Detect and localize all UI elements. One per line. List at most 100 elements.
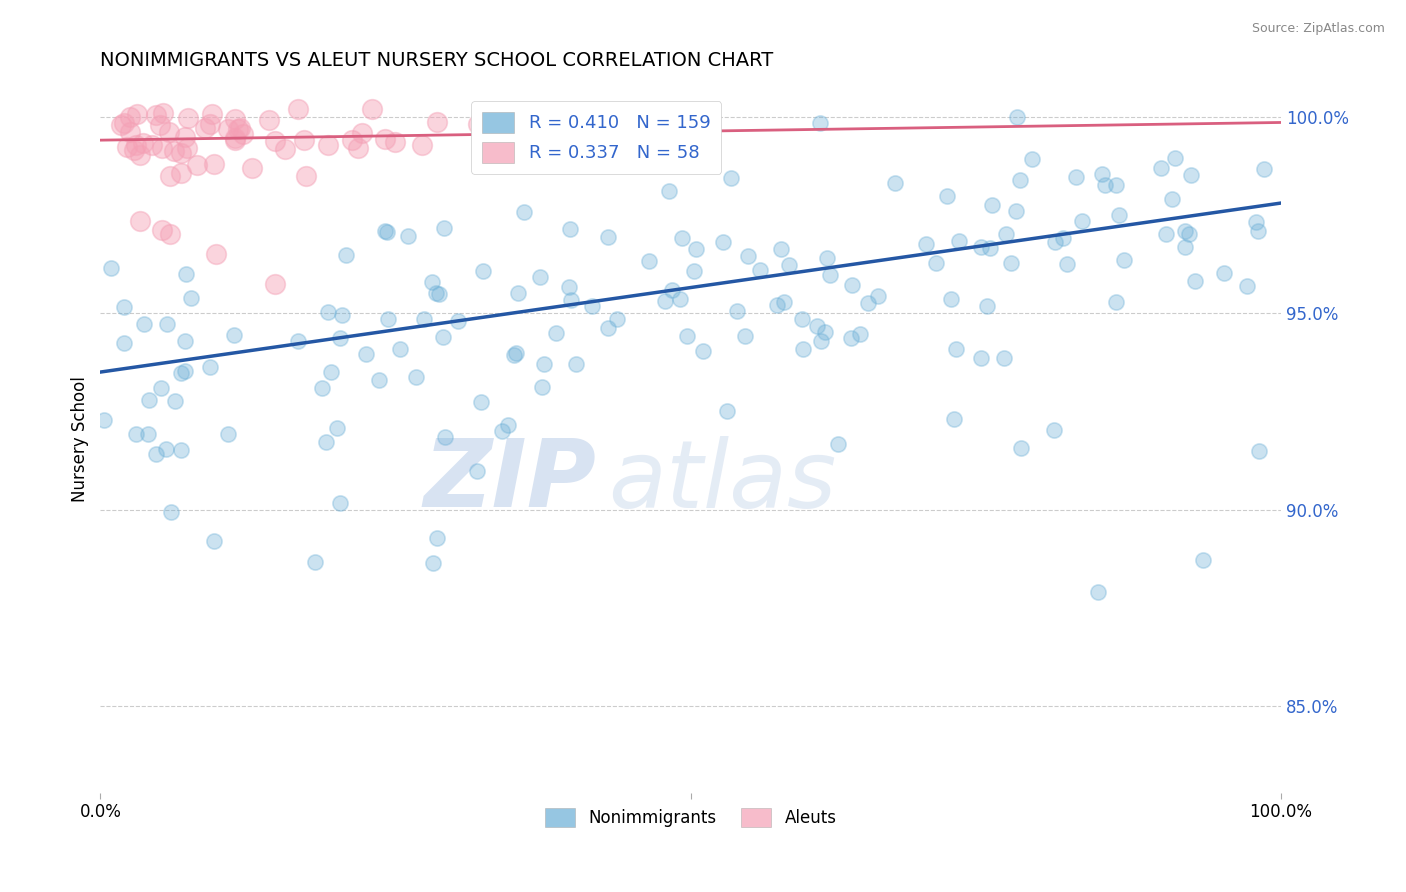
Point (173, 334, 195, 348)
Point (737, 249, 759, 263)
Point (319, 365, 342, 379)
Point (122, 143, 145, 157)
Point (1246, 215, 1268, 229)
Point (110, 118, 132, 132)
Point (839, 331, 862, 345)
Point (1112, 252, 1135, 267)
Point (769, 243, 792, 257)
Point (374, 224, 396, 238)
Point (228, 121, 250, 136)
Point (658, 184, 681, 198)
Point (512, 205, 534, 219)
Point (1108, 208, 1130, 222)
Point (970, 240, 993, 254)
Point (311, 381, 333, 395)
Point (375, 225, 398, 239)
Point (856, 296, 879, 310)
Point (384, 135, 406, 149)
Point (778, 258, 800, 272)
Point (1180, 168, 1202, 182)
Point (388, 342, 411, 356)
Point (427, 286, 450, 301)
Point (141, 137, 163, 152)
Point (692, 344, 714, 359)
Point (361, 102, 384, 116)
Point (491, 424, 513, 438)
Point (367, 373, 389, 387)
Point (820, 268, 842, 282)
Point (125, 427, 148, 442)
Point (232, 128, 254, 142)
Point (413, 311, 436, 326)
Point (939, 292, 962, 306)
Text: atlas: atlas (607, 436, 837, 527)
Point (815, 251, 838, 265)
Point (564, 357, 586, 371)
Point (1056, 257, 1078, 271)
Point (685, 242, 707, 256)
Point (157, 125, 180, 139)
Point (155, 442, 177, 456)
Point (1010, 441, 1032, 455)
Point (638, 253, 661, 268)
Point (145, 108, 167, 122)
Point (792, 342, 814, 356)
Point (1192, 552, 1215, 566)
Point (170, 366, 193, 380)
Point (432, 330, 454, 344)
Point (169, 146, 191, 161)
Point (186, 158, 208, 172)
Point (329, 496, 352, 510)
Point (112, 336, 135, 351)
Point (849, 326, 872, 341)
Point (138, 392, 160, 407)
Point (1005, 204, 1028, 219)
Point (790, 311, 813, 326)
Point (1052, 231, 1074, 245)
Point (163, 394, 186, 409)
Point (1070, 214, 1092, 228)
Point (264, 135, 287, 149)
Point (152, 105, 174, 120)
Point (506, 136, 529, 150)
Point (134, 317, 156, 331)
Point (581, 299, 603, 313)
Point (136, 427, 159, 442)
Point (1043, 235, 1066, 249)
Point (970, 351, 993, 365)
Point (217, 122, 239, 136)
Point (654, 293, 676, 308)
Point (976, 299, 998, 313)
Point (980, 198, 1002, 212)
Point (883, 176, 905, 190)
Point (240, 161, 263, 176)
Point (425, 286, 447, 301)
Point (467, 117, 489, 131)
Point (1043, 423, 1066, 437)
Point (170, 166, 193, 180)
Point (725, 304, 748, 318)
Point (993, 351, 1015, 365)
Point (200, 359, 222, 374)
Point (734, 329, 756, 343)
Point (224, 112, 246, 126)
Point (295, 169, 318, 184)
Point (447, 314, 470, 328)
Point (470, 394, 492, 409)
Point (263, 277, 285, 291)
Point (841, 277, 863, 292)
Point (1236, 278, 1258, 293)
Point (163, 144, 186, 158)
Point (201, 106, 224, 120)
Point (596, 321, 619, 335)
Point (748, 262, 770, 277)
Point (1161, 192, 1184, 206)
Point (806, 318, 828, 333)
Point (224, 327, 246, 342)
Point (868, 289, 890, 303)
Point (200, 117, 222, 131)
Point (945, 342, 967, 356)
Point (558, 279, 581, 293)
Text: ZIP: ZIP (423, 435, 596, 527)
Point (948, 234, 970, 248)
